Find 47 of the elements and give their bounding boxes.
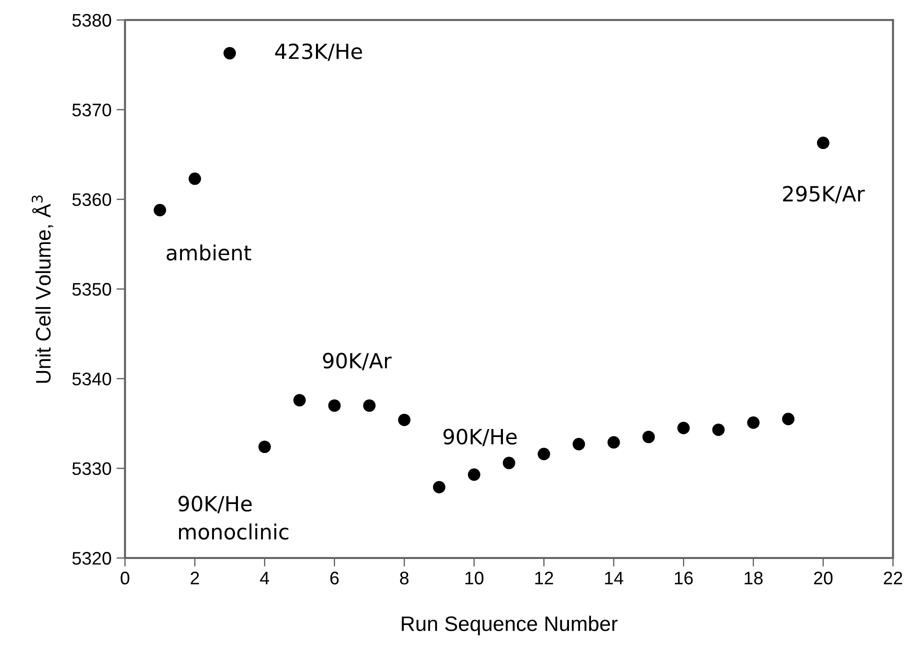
x-tick-label: 12: [535, 572, 554, 584]
point: [432, 480, 446, 494]
x-tick-label: 6: [330, 572, 339, 584]
point: [328, 399, 341, 412]
point: [258, 440, 271, 454]
x-tick-label: 10: [465, 572, 484, 584]
point: [816, 136, 830, 150]
point: [712, 424, 725, 436]
y-axis-title: Unit Cell Volume, Å$^{3}$: [32, 195, 54, 383]
x-tick-label: 4: [260, 572, 270, 584]
y-tick-label: 5380: [72, 14, 112, 27]
x-tick-label: 0: [120, 572, 130, 584]
point: [502, 456, 516, 470]
point: [363, 399, 376, 412]
annotation: 90K/He: [443, 428, 517, 446]
annotation: 423K/He: [275, 43, 362, 61]
x-tick-label: 18: [744, 572, 763, 584]
annotation: ambient: [166, 244, 252, 261]
annotation: 295K/Ar: [783, 186, 865, 204]
x-axis-title: Run Sequence Number: [402, 616, 618, 636]
y-tick-label: 5320: [72, 552, 112, 565]
point: [468, 468, 480, 481]
point: [154, 204, 166, 216]
annotation: 90K/Ar: [322, 352, 392, 370]
point: [608, 436, 620, 449]
point: [538, 448, 550, 460]
y-tick-label: 5340: [72, 372, 112, 386]
point: [642, 430, 655, 444]
x-tick-label: 14: [605, 572, 624, 584]
y-tick-label: 5360: [72, 193, 112, 206]
x-tick-label: 8: [400, 572, 409, 584]
point: [224, 46, 236, 60]
y-tick-label: 5330: [72, 462, 112, 476]
point: [398, 414, 410, 426]
point: [677, 422, 690, 434]
point: [293, 394, 306, 406]
point: [782, 412, 794, 426]
x-tick-label: 22: [884, 572, 902, 584]
y-tick-label: 5370: [72, 104, 112, 116]
point: [572, 438, 586, 450]
annotation: 90K/He monoclinic: [178, 496, 288, 540]
point: [188, 172, 202, 185]
x-tick-label: 20: [814, 572, 833, 584]
x-tick-label: 2: [190, 572, 199, 584]
point: [747, 416, 760, 429]
x-tick-label: 16: [674, 572, 693, 584]
y-tick-label: 5350: [72, 282, 112, 296]
